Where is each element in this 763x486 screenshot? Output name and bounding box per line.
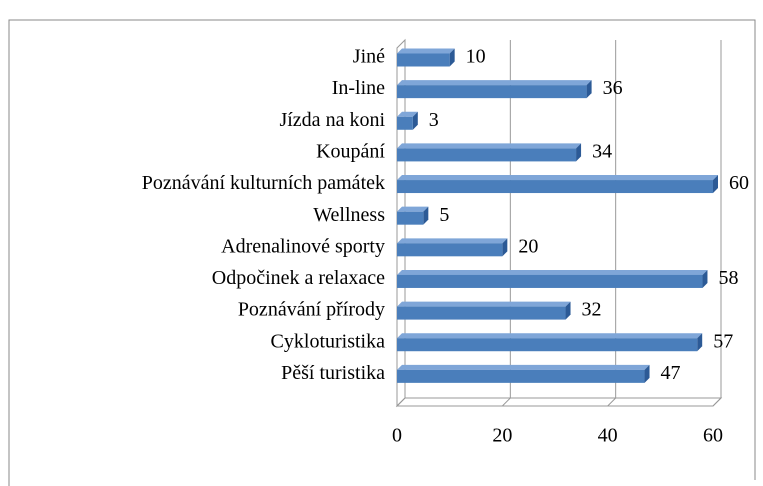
bar-side — [713, 175, 718, 194]
bar-top — [397, 111, 418, 117]
bar-top — [397, 269, 708, 275]
y-tick-label: Wellness — [313, 204, 385, 226]
value-label: 20 — [518, 235, 538, 257]
bar — [397, 338, 698, 352]
x-tick-label: 0 — [392, 425, 402, 447]
bar-top — [397, 364, 650, 370]
y-tick-label: Cykloturistika — [271, 330, 386, 352]
x-tick-label: 60 — [703, 425, 723, 447]
bar — [397, 369, 645, 383]
value-label: 5 — [439, 204, 449, 226]
bar-top — [397, 143, 582, 149]
value-label: 34 — [592, 141, 612, 163]
bar-top — [397, 206, 429, 212]
y-tick-label: Pěší turistika — [281, 362, 385, 384]
y-tick-label: Poznávání kulturních památek — [142, 172, 385, 194]
y-tick-label: Poznávání přírody — [238, 299, 385, 321]
value-label: 36 — [603, 77, 623, 99]
y-tick-label: Odpočinek a relaxace — [212, 267, 385, 289]
bar-top — [397, 48, 455, 54]
y-tick-label: In-line — [332, 77, 385, 99]
x-tick-label: 40 — [598, 425, 618, 447]
y-tick-label: Koupání — [316, 141, 385, 163]
y-tick-label: Jízda na koni — [279, 109, 385, 131]
bar-side — [644, 364, 650, 383]
x-tick-label: 20 — [492, 425, 512, 447]
chart-frame — [8, 19, 756, 486]
bar-side — [565, 301, 571, 320]
grid-line — [712, 40, 722, 407]
bar-top — [397, 175, 718, 181]
bar — [397, 180, 713, 194]
value-label: 3 — [429, 109, 439, 131]
bar — [397, 306, 566, 320]
bar-side — [702, 269, 708, 288]
value-label: 58 — [718, 267, 738, 289]
value-label: 32 — [582, 299, 602, 321]
bar — [397, 274, 703, 288]
bar-side — [423, 206, 429, 225]
bar-side — [576, 143, 582, 162]
bar-top — [397, 238, 508, 244]
bar-top — [397, 333, 703, 339]
grid-line — [607, 40, 617, 407]
bar-top — [397, 80, 592, 86]
bar-side — [449, 48, 455, 67]
bar — [397, 148, 577, 162]
bar — [397, 243, 503, 257]
bar-top — [397, 301, 571, 307]
y-tick-label: Jiné — [353, 46, 385, 68]
bar — [397, 116, 413, 130]
bar-side — [586, 80, 592, 99]
bar — [397, 53, 450, 67]
value-label: 10 — [466, 46, 486, 68]
y-tick-label: Adrenalinové sporty — [221, 235, 385, 257]
bar — [397, 85, 587, 99]
bar-side — [697, 333, 703, 352]
bar-side — [502, 238, 508, 257]
bar — [397, 211, 424, 225]
value-label: 47 — [661, 362, 681, 384]
bar-side — [412, 111, 418, 130]
value-label: 60 — [729, 172, 749, 194]
value-label: 57 — [713, 330, 733, 352]
floor — [395, 397, 723, 407]
